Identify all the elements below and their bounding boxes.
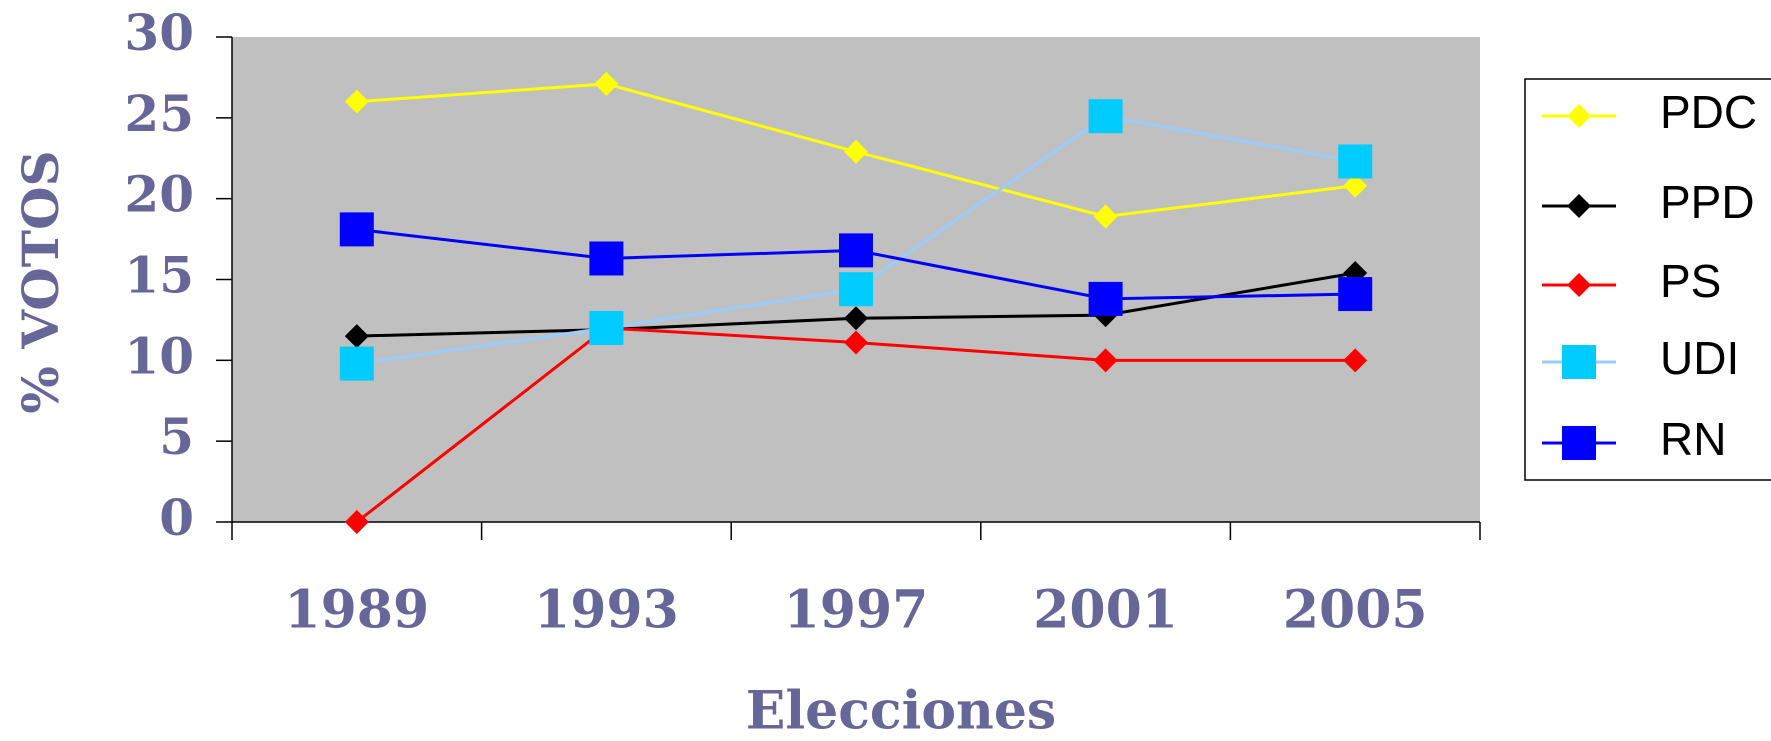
marker [844,330,868,355]
legend-label: PS [1660,255,1721,307]
marker [1088,281,1123,316]
marker [1338,277,1373,312]
marker [1562,426,1596,460]
y-tick-label: 30 [124,3,194,62]
x-tick-label: 1989 [284,580,429,641]
legend-label: PDC [1660,86,1757,138]
marker [844,139,868,164]
marker [339,346,374,381]
marker [839,233,873,268]
legend-label: PPD [1660,176,1755,228]
marker [1343,348,1368,373]
x-tick-label: 1993 [534,580,679,641]
x-tick-label: 2005 [1283,580,1428,641]
marker [1338,144,1373,179]
x-axis-title: Elecciones [746,681,1056,741]
marker [1343,173,1368,198]
y-tick-label: 5 [159,407,194,466]
marker [1093,204,1118,229]
marker [1093,348,1118,373]
legend-box [1524,78,1771,481]
y-axis-title: % VOTOS [11,150,70,413]
marker [1567,194,1591,218]
y-tick-label: 15 [124,246,194,305]
marker [589,311,624,345]
marker [589,241,624,276]
y-tick-label: 10 [124,326,194,385]
marker [344,510,369,534]
marker [1567,104,1591,128]
marker [339,212,374,247]
x-tick-label: 2001 [1033,580,1178,641]
marker [1562,345,1596,379]
marker [344,89,369,114]
marker [594,71,619,96]
marker [839,272,873,307]
y-tick-label: 0 [159,488,194,547]
legend-label: UDI [1660,332,1739,384]
marker [844,306,868,331]
marker [1088,99,1123,134]
x-tick-label: 1997 [784,580,929,641]
marker [344,324,369,349]
legend-label: RN [1660,413,1726,465]
marker [1567,273,1591,297]
y-tick-label: 25 [124,84,194,143]
y-tick-label: 20 [124,165,194,224]
